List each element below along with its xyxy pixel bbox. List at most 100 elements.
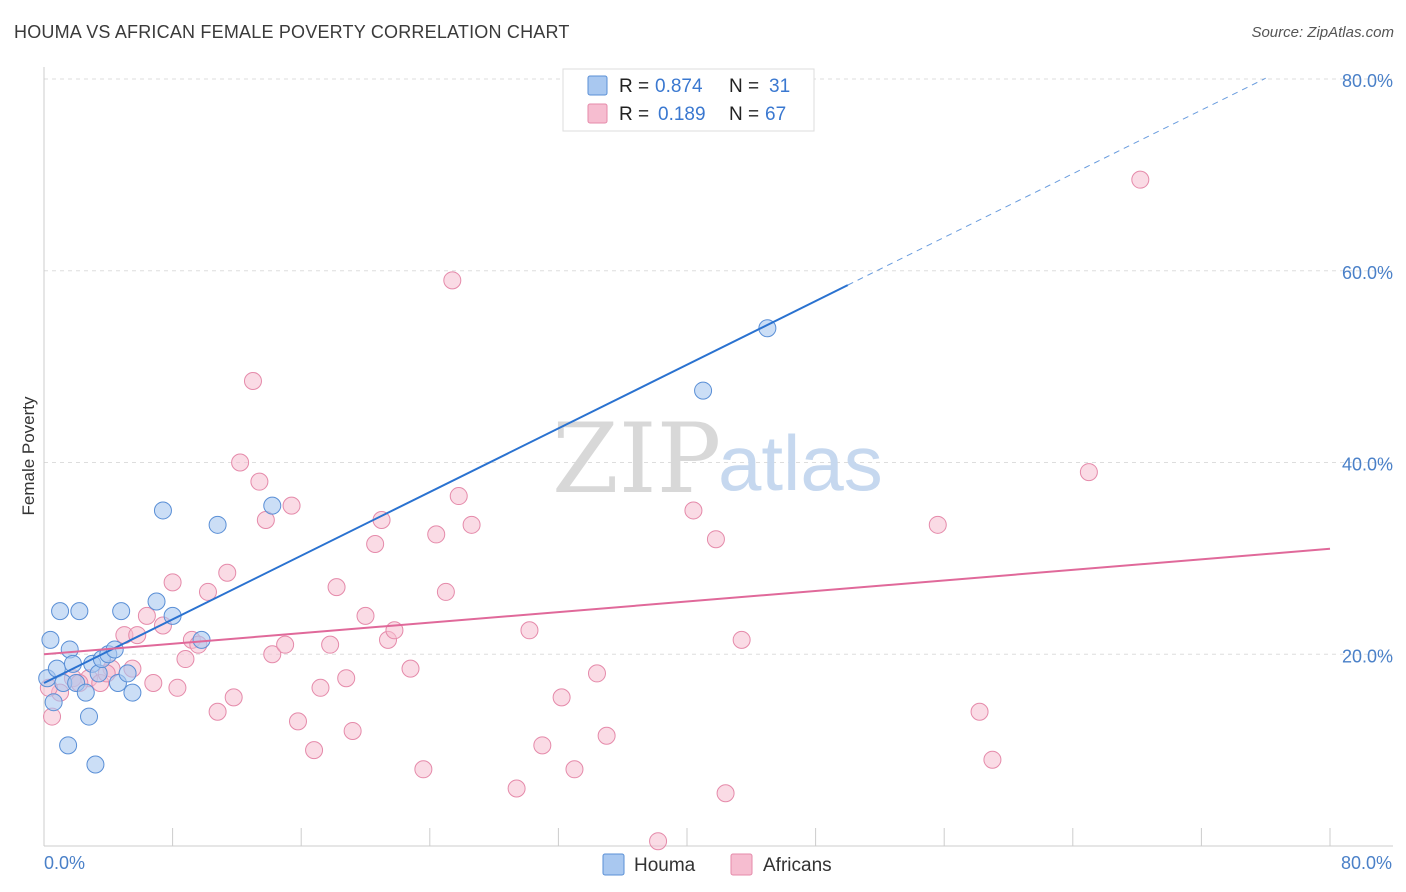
bottom-legend-houma-swatch (602, 853, 625, 876)
africans-point-19 (218, 563, 237, 582)
legend-africans-n-value: 67 (765, 104, 786, 125)
y-tick-label-2: 60.0% (1342, 263, 1393, 283)
houma-point-24 (153, 501, 172, 520)
houma-point-21 (118, 664, 137, 683)
houma-point-23 (147, 592, 166, 611)
africans-point-28 (288, 712, 307, 731)
africans-point-53 (597, 726, 616, 745)
africans-point-43 (436, 582, 455, 601)
africans-point-57 (716, 784, 735, 803)
africans-point-35 (356, 606, 375, 625)
houma-point-28 (263, 496, 282, 515)
houma-point-10 (70, 602, 89, 621)
africans-point-50 (552, 688, 571, 707)
bottom-legend-houma-label: Houma (634, 855, 696, 876)
x-tick-min: 0.0% (44, 853, 85, 873)
africans-point-61 (983, 750, 1002, 769)
africans-point-13 (168, 678, 187, 697)
legend-houma-r-value: 0.874 (655, 76, 703, 97)
africans-point-23 (250, 472, 269, 491)
africans-point-27 (282, 496, 301, 515)
legend-houma-n-value: 31 (769, 76, 790, 97)
africans-point-37 (372, 511, 391, 530)
africans-point-30 (311, 678, 330, 697)
africans-point-63 (1131, 170, 1150, 189)
africans-point-40 (401, 659, 420, 678)
houma-point-12 (80, 707, 99, 726)
trend-lines (43, 77, 1331, 684)
africans-point-10 (144, 674, 163, 693)
houma-point-4 (51, 602, 70, 621)
africans-point-48 (520, 621, 539, 640)
africans-point-36 (366, 534, 385, 553)
chart-title: HOUMA VS AFRICAN FEMALE POVERTY CORRELAT… (14, 22, 570, 42)
legend-africans-r-label: R = (619, 104, 649, 125)
chart-source: Source: ZipAtlas.com (1251, 24, 1394, 41)
houma-point-20 (112, 602, 131, 621)
africans-point-21 (231, 453, 250, 472)
grid-lines (44, 78, 1393, 655)
africans-point-55 (684, 501, 703, 520)
houma-point-27 (208, 515, 227, 534)
africans-point-14 (176, 650, 195, 669)
houma-point-29 (694, 381, 713, 400)
houma-point-2 (44, 693, 63, 712)
bottom-legend-africans-label: Africans (763, 855, 832, 876)
houma-trend-extension (847, 77, 1266, 286)
africans-point-25 (263, 645, 282, 664)
y-tick-label-0: 20.0% (1342, 646, 1393, 666)
houma-point-11 (76, 683, 95, 702)
africans-point-42 (427, 525, 446, 544)
x-tick-max: 80.0% (1341, 853, 1392, 873)
legend-africans-swatch (587, 103, 608, 124)
africans-point-49 (533, 736, 552, 755)
africans-point-41 (414, 760, 433, 779)
legend-africans-r-value: 0.189 (658, 104, 706, 125)
bottom-legend-africans-swatch (730, 853, 753, 876)
houma-trend-line (43, 284, 849, 684)
africans-point-32 (327, 578, 346, 597)
africans-point-52 (587, 664, 606, 683)
africans-point-47 (507, 779, 526, 798)
africans-point-54 (649, 832, 668, 851)
legend-houma-swatch (587, 75, 608, 96)
africans-point-58 (732, 630, 751, 649)
houma-point-22 (123, 683, 142, 702)
africans-point-62 (1079, 463, 1098, 482)
africans-point-51 (565, 760, 584, 779)
watermark-zip: ZIP (552, 403, 721, 515)
legend: R = 0.874 N = 31 R = 0.189 N = 67 (562, 68, 815, 132)
africans-point-56 (706, 530, 725, 549)
houma-point-1 (41, 630, 60, 649)
legend-africans-n-label: N = (729, 104, 759, 125)
africans-point-12 (163, 573, 182, 592)
africans-point-17 (198, 582, 217, 601)
africans-point-29 (305, 741, 324, 760)
legend-houma-r-label: R = (619, 76, 649, 97)
africans-point-22 (243, 372, 262, 391)
bottom-legend: Houma Africans (602, 853, 832, 876)
houma-point-6 (59, 736, 78, 755)
africans-point-8 (128, 626, 147, 645)
watermark: ZIP atlas (552, 403, 883, 515)
africans-trend-line (43, 547, 1331, 656)
y-tick-label-3: 80.0% (1342, 71, 1393, 91)
africans-point-59 (928, 515, 947, 534)
africans-point-9 (137, 606, 156, 625)
y-tick-label-1: 40.0% (1342, 455, 1393, 475)
houma-point-14 (86, 755, 105, 774)
africans-point-31 (321, 635, 340, 654)
africans-point-34 (343, 721, 362, 740)
africans-point-44 (443, 271, 462, 290)
houma-points (38, 319, 777, 774)
watermark-atlas: atlas (718, 419, 883, 507)
y-axis-label: Female Poverty (19, 396, 38, 516)
y-tick-labels: 20.0% 40.0% 60.0% 80.0% (1342, 71, 1393, 666)
africans-point-18 (208, 702, 227, 721)
legend-houma-n-label: N = (729, 76, 759, 97)
africans-point-33 (337, 669, 356, 688)
africans-point-26 (276, 635, 295, 654)
africans-point-46 (462, 515, 481, 534)
africans-point-60 (970, 702, 989, 721)
